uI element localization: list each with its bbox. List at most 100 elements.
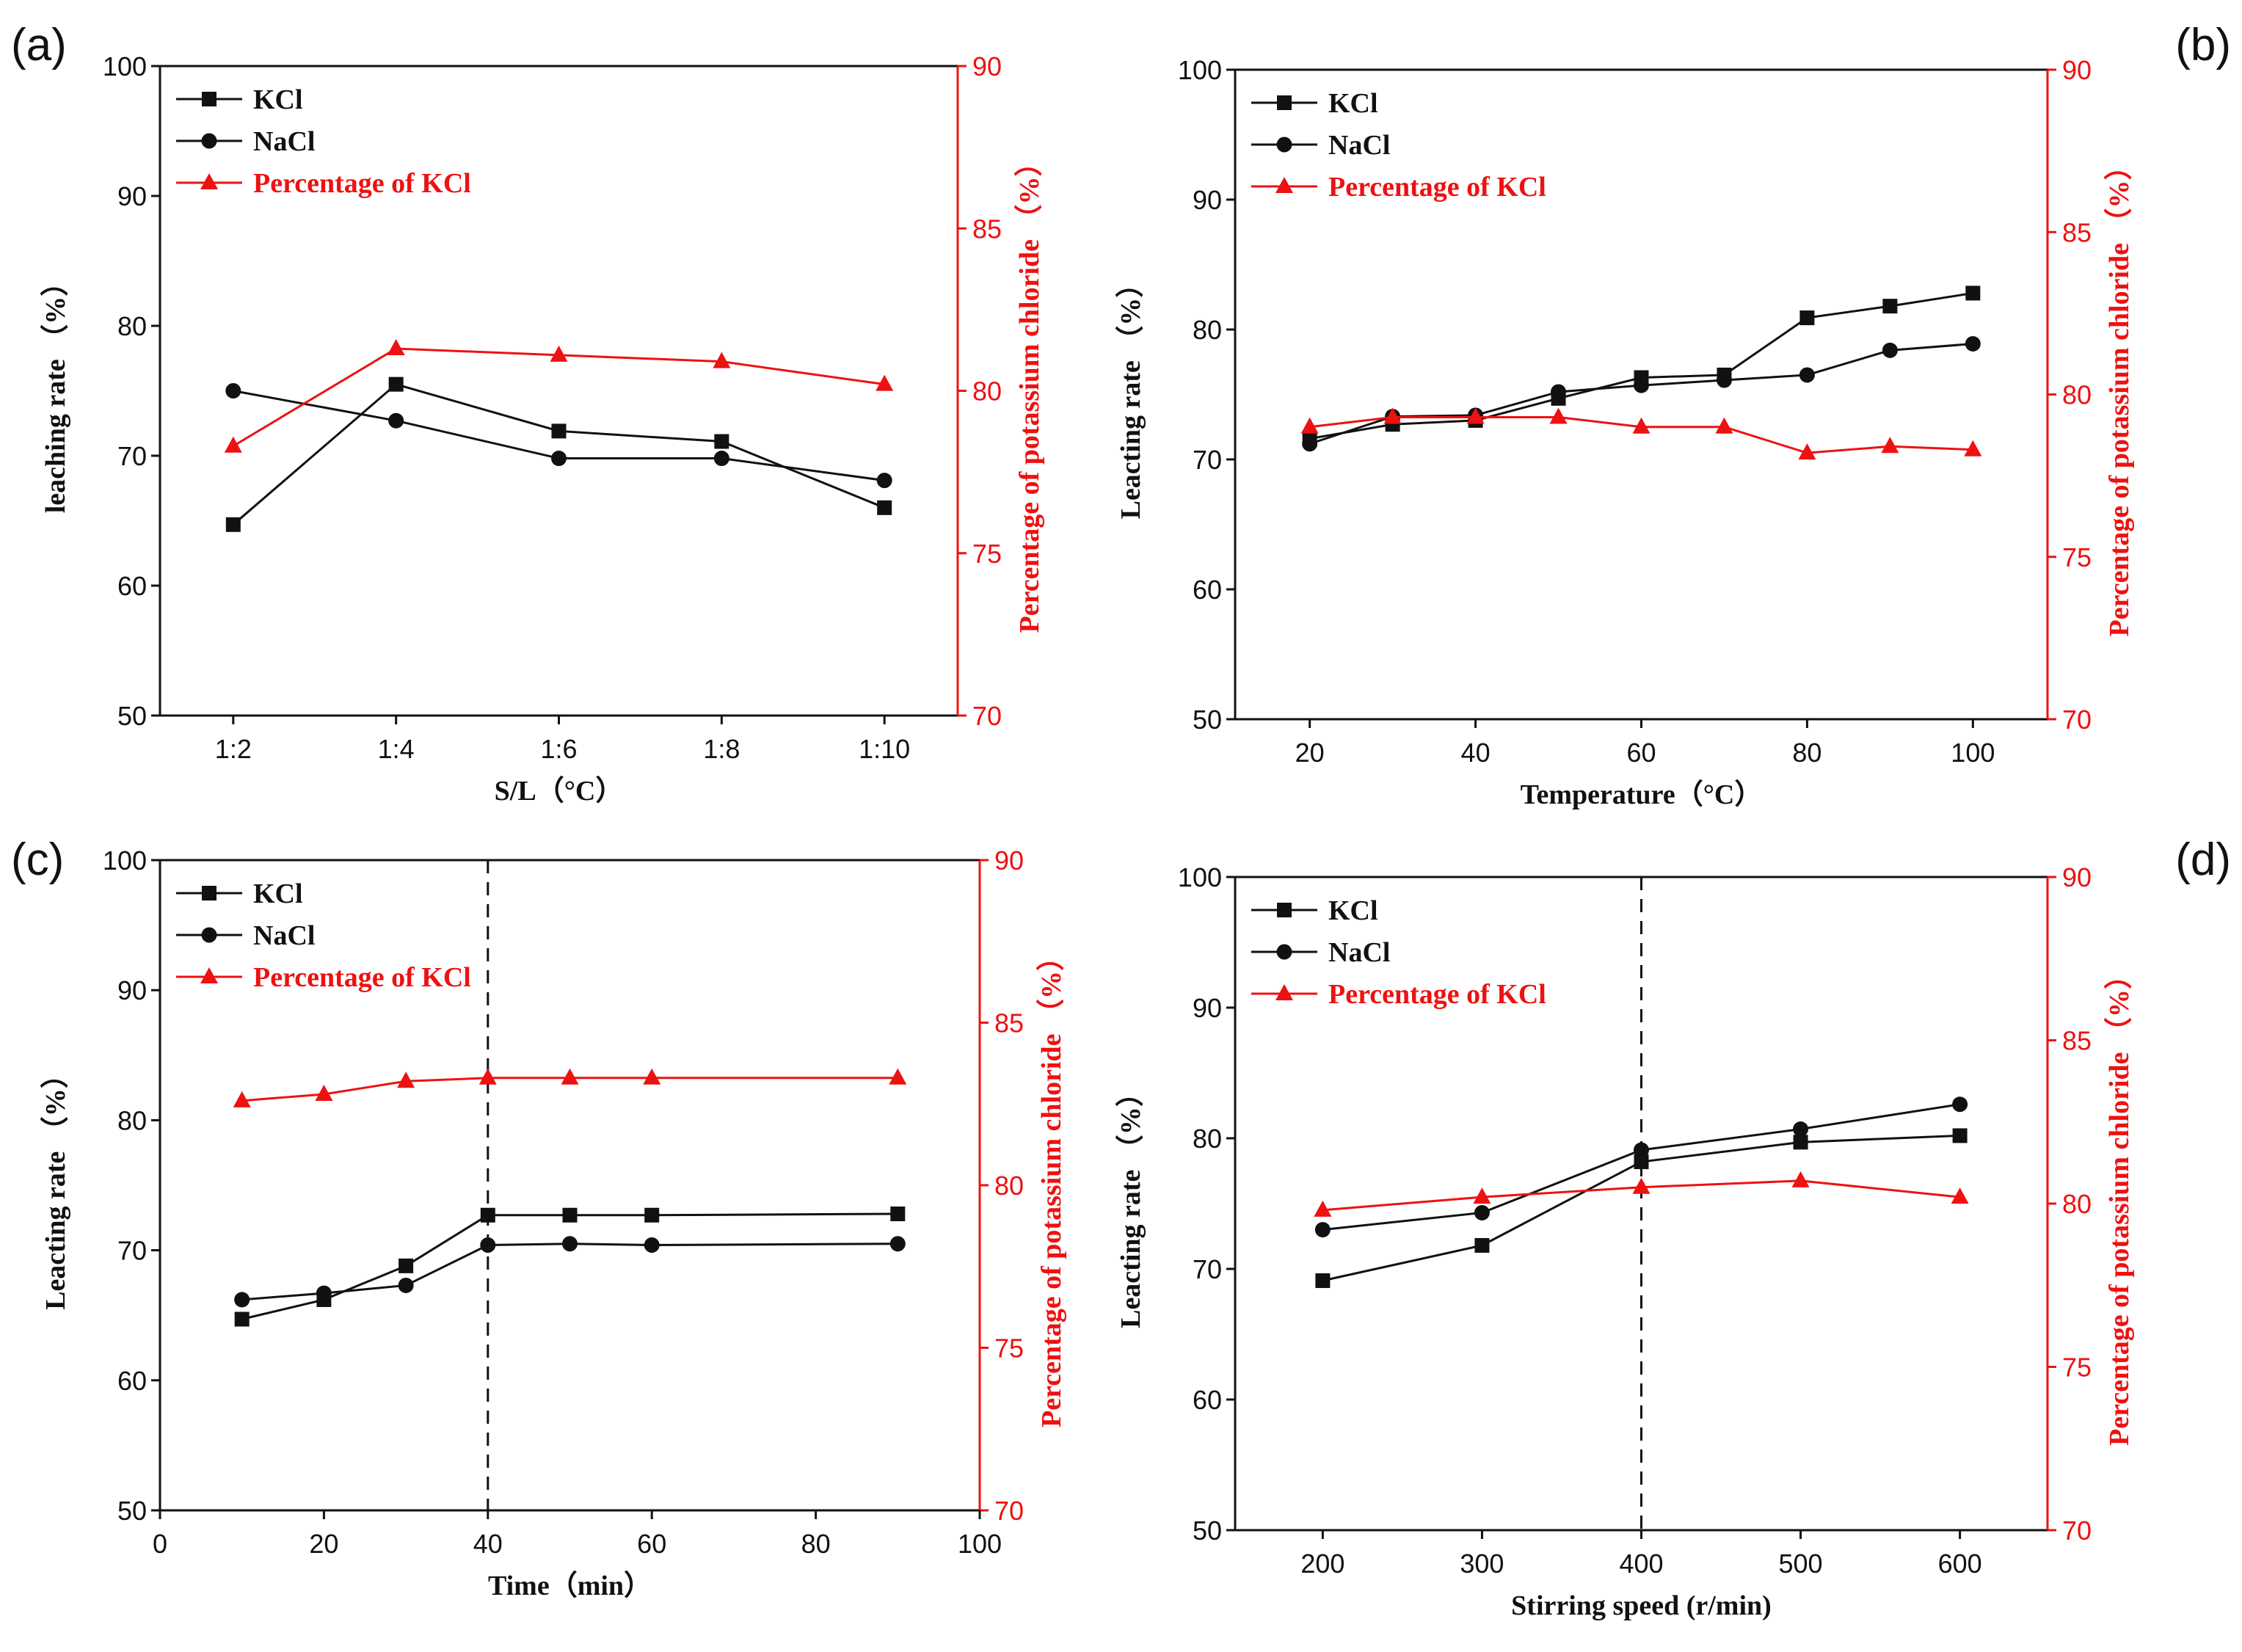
data-point bbox=[1549, 407, 1568, 424]
data-point bbox=[1952, 1096, 1968, 1113]
y-axis-title: leaching rate （%） bbox=[40, 269, 71, 514]
legend-label: Percentage of KCl bbox=[253, 168, 471, 199]
data-point bbox=[1473, 1187, 1491, 1204]
data-point bbox=[561, 1068, 579, 1085]
y2-tick-label: 90 bbox=[2062, 862, 2092, 892]
data-point bbox=[1798, 443, 1816, 460]
panel-label: (b) bbox=[2175, 20, 2231, 70]
y2-axis-title: Percentage of potassium chloride （%） bbox=[1036, 943, 1067, 1427]
y-tick-label: 80 bbox=[117, 1105, 147, 1135]
y-tick-label: 50 bbox=[1193, 1515, 1222, 1546]
data-point bbox=[1965, 285, 1981, 301]
y-tick-label: 90 bbox=[117, 975, 147, 1005]
y2-tick-label: 85 bbox=[2062, 1026, 2092, 1056]
legend-marker bbox=[1276, 944, 1292, 960]
series-percentage-of-kcl bbox=[1300, 407, 1982, 460]
y2-tick-label: 85 bbox=[994, 1008, 1024, 1038]
chart-panel-a: (a) 50 60 70 80 90 100 70 75 80 85 90 1:2 1:4 1:6 1:8 1:… bbox=[11, 20, 1045, 807]
data-point bbox=[388, 376, 404, 392]
data-point bbox=[1799, 367, 1815, 383]
data-point bbox=[1793, 1121, 1809, 1138]
series-kcl bbox=[234, 1206, 906, 1327]
data-point bbox=[1634, 1142, 1649, 1158]
legend-marker bbox=[201, 133, 217, 149]
x-tick-label: 100 bbox=[958, 1529, 1002, 1559]
y-tick-label: 90 bbox=[1193, 185, 1222, 215]
x-tick-label: 600 bbox=[1938, 1549, 1982, 1579]
y-tick-label: 70 bbox=[117, 1236, 147, 1266]
series-percentage-of-kcl bbox=[224, 338, 894, 453]
data-point bbox=[1314, 1200, 1332, 1217]
data-point bbox=[480, 1207, 495, 1223]
y-tick-label: 90 bbox=[117, 181, 147, 211]
data-point bbox=[1302, 436, 1318, 452]
y-tick-label: 50 bbox=[117, 1496, 147, 1526]
legend-marker bbox=[1275, 177, 1293, 193]
data-point bbox=[1634, 377, 1649, 393]
series-nacl bbox=[1302, 335, 1981, 452]
x-tick-label: 500 bbox=[1779, 1549, 1823, 1579]
legend-label: Percentage of KCl bbox=[253, 962, 471, 993]
data-point bbox=[1951, 1187, 1969, 1204]
y2-tick-label: 75 bbox=[2062, 542, 2092, 572]
x-tick-label: 40 bbox=[1461, 738, 1491, 768]
data-point bbox=[1799, 310, 1815, 326]
data-point bbox=[225, 517, 241, 532]
x-tick-label: 1:8 bbox=[703, 734, 740, 764]
y2-tick-label: 80 bbox=[2062, 1189, 2092, 1219]
legend-label: NaCl bbox=[253, 920, 315, 951]
y-tick-label: 90 bbox=[1193, 993, 1222, 1023]
data-point bbox=[889, 1236, 906, 1252]
y-axis-title: Leacting rate （%） bbox=[1115, 1079, 1146, 1328]
data-point bbox=[1551, 384, 1567, 400]
data-point bbox=[550, 345, 568, 362]
x-axis-title: Temperature（°C） bbox=[1521, 779, 1763, 810]
y-axis-title: Leacting rate （%） bbox=[40, 1060, 71, 1310]
y-tick-label: 70 bbox=[1193, 1254, 1222, 1284]
x-tick-label: 60 bbox=[1626, 738, 1656, 768]
x-tick-label: 1:4 bbox=[378, 734, 415, 764]
x-tick-label: 200 bbox=[1300, 1549, 1344, 1579]
series-kcl bbox=[1315, 1128, 1968, 1289]
data-point bbox=[225, 383, 241, 399]
x-tick-label: 1:10 bbox=[859, 734, 910, 764]
data-point bbox=[1964, 440, 1982, 456]
y-tick-label: 60 bbox=[1193, 1385, 1222, 1415]
legend-label: KCl bbox=[1328, 895, 1378, 926]
legend-label: Percentage of KCl bbox=[1328, 979, 1546, 1010]
x-tick-label: 20 bbox=[309, 1529, 338, 1559]
series-percentage-of-kcl bbox=[233, 1068, 907, 1107]
data-point bbox=[478, 1068, 497, 1085]
x-tick-label: 1:6 bbox=[540, 734, 577, 764]
data-point bbox=[1715, 417, 1733, 434]
legend-label: NaCl bbox=[1328, 937, 1390, 968]
data-point bbox=[480, 1237, 496, 1253]
data-point bbox=[1793, 1135, 1808, 1150]
series-nacl bbox=[234, 1236, 906, 1308]
data-point bbox=[876, 473, 892, 489]
data-point bbox=[713, 352, 731, 368]
data-point bbox=[1952, 1128, 1968, 1143]
data-point bbox=[889, 1068, 907, 1085]
y2-tick-label: 75 bbox=[972, 539, 1002, 569]
legend-marker bbox=[1277, 95, 1292, 110]
data-point bbox=[1474, 1204, 1490, 1220]
x-axis-title: Time（min） bbox=[488, 1571, 652, 1601]
x-tick-label: 1:2 bbox=[215, 734, 252, 764]
data-point bbox=[1383, 407, 1402, 424]
y-tick-label: 70 bbox=[117, 441, 147, 471]
legend-marker bbox=[202, 92, 216, 106]
data-point bbox=[315, 1084, 333, 1101]
data-point bbox=[233, 1091, 251, 1107]
chart-panel-b: (b) 50 60 70 80 90 100 70 75 80 85 90 20 40 60 80 100 Tem… bbox=[1115, 20, 2231, 810]
data-point bbox=[1634, 1154, 1649, 1170]
data-point bbox=[1466, 407, 1485, 424]
data-point bbox=[551, 451, 567, 467]
data-point bbox=[388, 412, 404, 429]
y2-tick-label: 80 bbox=[2062, 380, 2092, 410]
x-tick-label: 80 bbox=[801, 1529, 831, 1559]
series-nacl bbox=[225, 383, 892, 489]
y2-axis-title: Percentage of potassium chloride （%） bbox=[1014, 149, 1045, 633]
